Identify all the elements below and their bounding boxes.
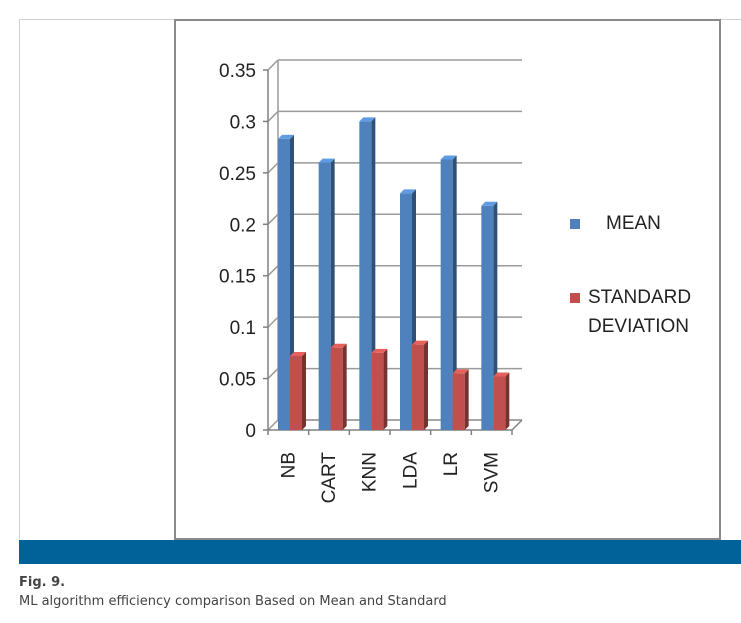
y-tick-label: 0.1 bbox=[230, 318, 256, 339]
gridline-side bbox=[267, 368, 279, 380]
figure-caption: ML algorithm efficiency comparison Based… bbox=[19, 594, 447, 609]
bar-layer bbox=[278, 117, 510, 431]
gridline-side bbox=[267, 59, 279, 71]
legend-item-mean: MEAN bbox=[570, 213, 661, 234]
y-tick-label: 0.2 bbox=[230, 215, 256, 236]
bar-standard-deviation-nb bbox=[290, 351, 306, 430]
x-tick-label-knn: KNN bbox=[360, 452, 381, 492]
chart-svg: 0 0.05 0.1 0.15 0.2 0.25 0.3 0.35 NB CART KNN LDA LR… bbox=[219, 59, 691, 503]
legend-item-standard-deviation: STANDARD DEVIATION bbox=[570, 287, 691, 337]
bar-standard-deviation-lda bbox=[412, 340, 428, 430]
gridline-side bbox=[267, 265, 279, 277]
y-tick-label: 0.05 bbox=[219, 370, 256, 391]
x-tick-label-lr: LR bbox=[441, 452, 462, 476]
bar-standard-deviation-knn bbox=[371, 348, 388, 430]
y-tick-label: 0.35 bbox=[219, 61, 256, 82]
gridline-side bbox=[267, 419, 279, 431]
legend-label: MEAN bbox=[606, 213, 661, 234]
bar-standard-deviation-svm bbox=[493, 372, 510, 430]
y-tick-label: 0.25 bbox=[219, 164, 256, 185]
gridline-side bbox=[267, 316, 279, 328]
bar-standard-deviation-lr bbox=[452, 369, 469, 430]
x-tick-label-cart: CART bbox=[319, 452, 340, 504]
x-tick-label-nb: NB bbox=[278, 452, 299, 478]
x-tick-label-lda: LDA bbox=[400, 452, 421, 489]
bar-mean-lr bbox=[440, 155, 457, 430]
legend-swatch bbox=[570, 293, 580, 303]
legend-label-line: DEVIATION bbox=[588, 316, 689, 337]
y-tick-label: 0 bbox=[245, 421, 256, 442]
gridline-side bbox=[267, 110, 279, 122]
bar-standard-deviation-cart bbox=[330, 343, 347, 430]
bar-mean-svm bbox=[481, 201, 498, 430]
figure-divider-band bbox=[19, 540, 741, 564]
axis-layer bbox=[263, 69, 523, 435]
gridline-side bbox=[267, 162, 279, 174]
legend-label-line: STANDARD bbox=[588, 287, 691, 308]
legend-swatch bbox=[570, 219, 580, 229]
chart-area: 0 0.05 0.1 0.15 0.2 0.25 0.3 0.35 NB CART KNN LDA LR… bbox=[174, 19, 721, 540]
legend: MEAN STANDARD DEVIATION bbox=[570, 213, 691, 337]
y-tick-label: 0.15 bbox=[219, 267, 256, 288]
gridline-side bbox=[267, 213, 279, 225]
figure-label: Fig. 9. bbox=[19, 575, 66, 590]
label-layer: 0 0.05 0.1 0.15 0.2 0.25 0.3 0.35 NB CART KNN LDA LR… bbox=[219, 61, 503, 503]
x-tick-label-svm: SVM bbox=[482, 452, 503, 493]
floor-side-edge bbox=[511, 419, 523, 431]
y-tick-label: 0.3 bbox=[230, 112, 256, 133]
